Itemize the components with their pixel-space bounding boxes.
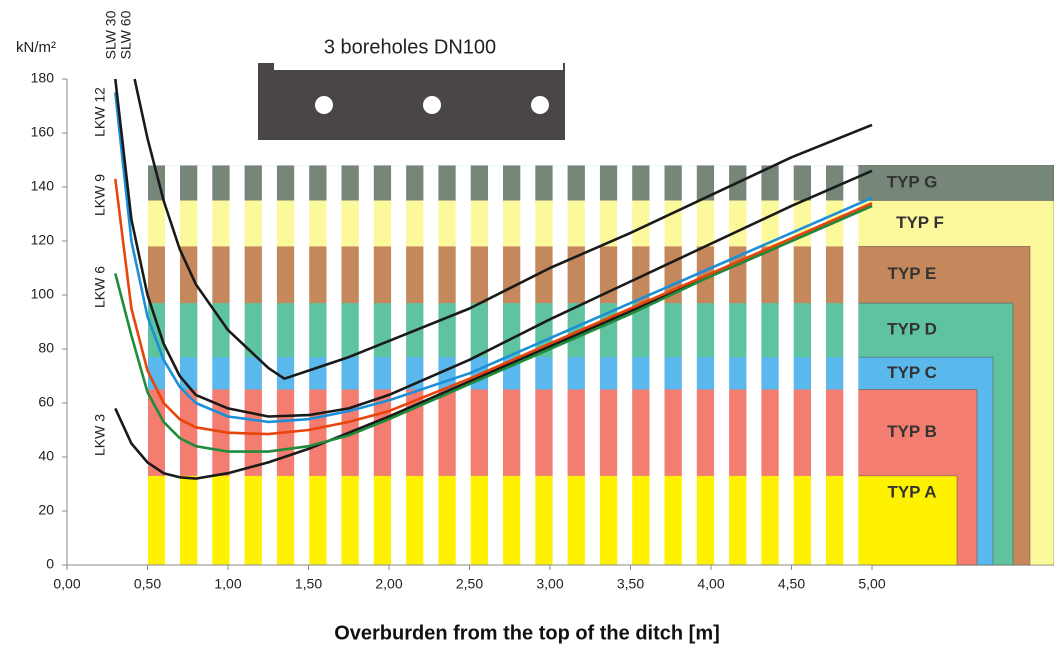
stripe	[165, 165, 180, 565]
x-tick-label: 2,00	[375, 576, 402, 592]
y-tick-label: 80	[38, 340, 54, 356]
x-tick-label: 0,50	[134, 576, 161, 592]
stripe	[261, 165, 277, 565]
series-line	[114, 204, 873, 480]
y-tick-label: 180	[31, 70, 55, 86]
stripe	[488, 165, 503, 565]
series-line	[114, 92, 873, 424]
stripe	[423, 165, 439, 565]
stripe	[455, 165, 471, 565]
x-tick-label: 3,00	[536, 576, 563, 592]
stripe	[617, 165, 633, 565]
x-tick-label: 2,50	[456, 576, 483, 592]
x-tick-label: 4,00	[697, 576, 724, 592]
band-label: TYP D	[887, 320, 937, 339]
x-tick-label: 4,50	[778, 576, 805, 592]
stripe	[649, 165, 665, 565]
y-axis-label: kN/m²	[16, 39, 56, 56]
series-label: SLW 60	[118, 10, 134, 59]
band-label: TYP F	[896, 213, 944, 232]
stripe	[391, 165, 407, 565]
band-label: TYP G	[887, 172, 938, 191]
y-tick-label: 100	[31, 286, 55, 302]
stripe	[552, 165, 568, 565]
series-label: LKW 9	[92, 174, 108, 216]
band-panel	[856, 475, 958, 566]
stripe	[326, 165, 342, 565]
y-tick-label: 20	[38, 502, 54, 518]
x-axis-title: Overburden from the top of the ditch [m]	[334, 622, 720, 644]
band-label: TYP A	[887, 482, 936, 501]
stripe	[778, 165, 794, 565]
band-label: TYP E	[888, 264, 937, 283]
x-tick-label: 5,00	[858, 576, 885, 592]
y-tick-label: 40	[38, 448, 54, 464]
y-tick-label: 160	[31, 124, 55, 140]
series-line	[114, 78, 873, 418]
stripe	[681, 165, 697, 565]
x-tick-label: 3,50	[617, 576, 644, 592]
series-line	[114, 178, 873, 436]
stripe	[358, 165, 374, 565]
stripe	[714, 165, 730, 565]
borehole	[315, 96, 333, 114]
series-label: SLW 30	[103, 10, 119, 59]
stripe	[197, 165, 213, 565]
stripe	[746, 165, 762, 565]
x-tick-label: 1,00	[214, 576, 241, 592]
y-tick-label: 60	[38, 394, 54, 410]
annotation: 3 boreholes DN100	[324, 36, 496, 58]
series-label: LKW 6	[92, 266, 108, 308]
stripe	[843, 165, 859, 565]
stripe	[520, 165, 536, 565]
y-tick-label: 120	[31, 232, 55, 248]
y-tick-label: 140	[31, 178, 55, 194]
band-label: TYP B	[887, 422, 937, 441]
series-line	[114, 204, 873, 453]
stripe	[294, 165, 310, 565]
borehole	[423, 96, 441, 114]
series-label: LKW 12	[92, 87, 108, 137]
y-tick-label: 0	[46, 556, 54, 572]
series-label: LKW 3	[92, 414, 108, 456]
borehole-illustration	[258, 63, 565, 140]
plate	[258, 63, 565, 140]
band-label: TYP C	[887, 363, 937, 382]
x-tick-label: 1,50	[295, 576, 322, 592]
bands: TYP G TYP F TYP E TYP D TYP C TYP B TYP A	[148, 165, 1054, 566]
stripe	[584, 165, 600, 565]
stripe	[811, 165, 826, 565]
x-tick-label: 0,00	[53, 576, 80, 592]
stripe	[229, 165, 245, 565]
series-line	[133, 78, 873, 380]
borehole	[531, 96, 549, 114]
